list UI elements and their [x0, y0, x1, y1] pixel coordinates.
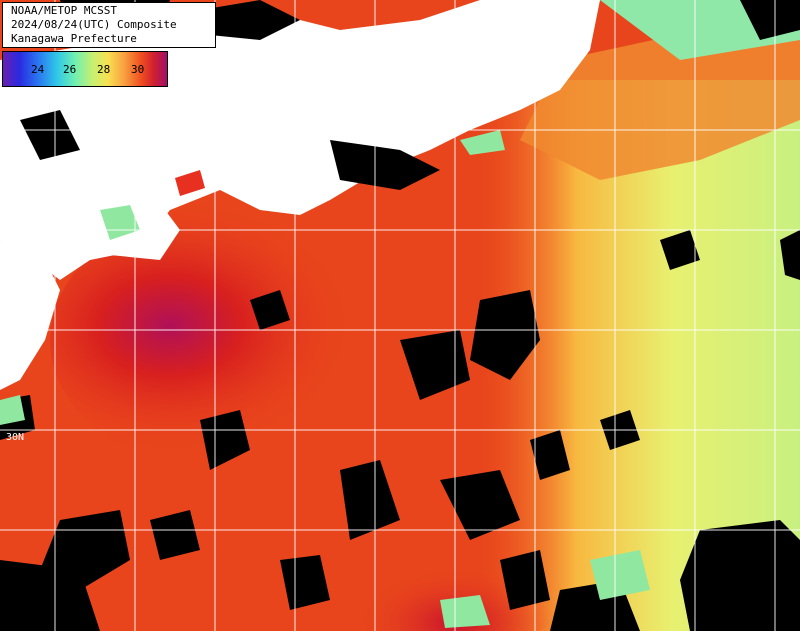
inland-sea-hotspot [175, 170, 205, 196]
legend-tick-30: 30 [131, 63, 145, 76]
legend-tick-26: 26 [63, 63, 77, 76]
kuroshio-band [520, 20, 800, 180]
date-composite-label: 2024/08/24(UTC) Composite [11, 18, 177, 31]
land-kyushu [0, 240, 60, 390]
cool-coastal-water [0, 130, 650, 628]
land-island [314, 102, 334, 132]
hot-water-mass [50, 200, 450, 480]
latitude-label: 30N [6, 432, 25, 443]
temperature-legend: 24 26 28 30 [2, 51, 168, 87]
map-title-box: NOAA/METOP MCSST 2024/08/24(UTC) Composi… [2, 2, 216, 48]
legend-tick-28: 28 [97, 63, 111, 76]
temperature-color-bar [3, 52, 167, 86]
agency-label: Kanagawa Prefecture [11, 32, 137, 45]
satellite-product-label: NOAA/METOP MCSST [11, 4, 117, 17]
legend-tick-24: 24 [31, 63, 45, 76]
